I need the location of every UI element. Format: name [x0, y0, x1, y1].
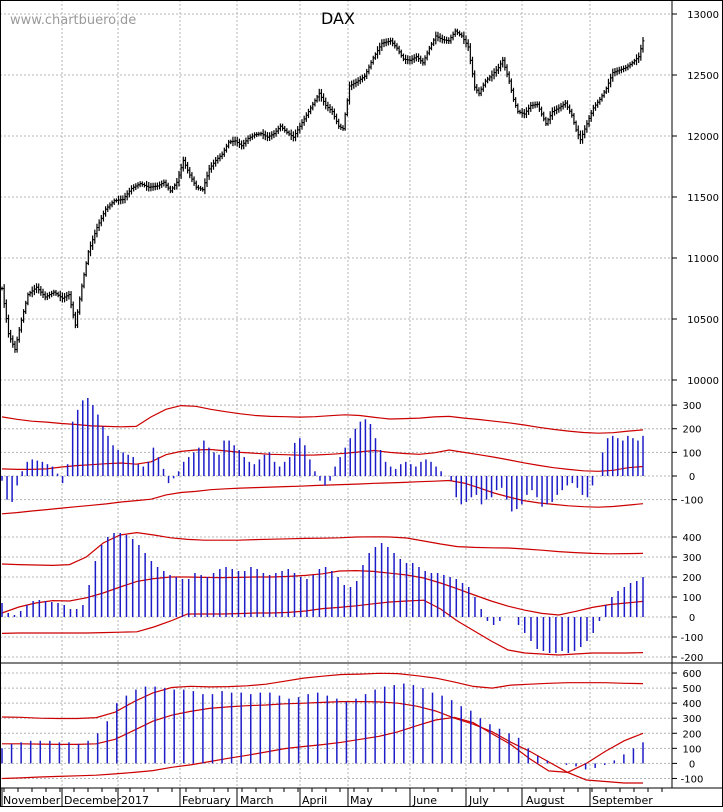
price-tick-label: 11000	[687, 254, 719, 265]
osc-tick-label: 300	[682, 553, 701, 564]
osc-tick-label: 0	[689, 613, 695, 624]
osc-tick-label: 300	[682, 714, 701, 725]
lower-band-line	[1, 599, 644, 656]
lower-band-line	[1, 479, 644, 515]
middle-band-line	[1, 569, 644, 616]
price-layer	[0, 28, 645, 353]
month-label: 2017	[121, 794, 149, 807]
month-label: February	[182, 794, 231, 807]
month-label: April	[302, 794, 327, 807]
osc-tick-label: 200	[682, 573, 701, 584]
histogram-layer	[1, 398, 644, 770]
chart-title: DAX	[321, 9, 355, 28]
osc-tick-label: -100	[681, 633, 704, 644]
lower-band-line	[1, 716, 643, 784]
osc-tick-label: 200	[682, 425, 701, 436]
osc-tick-label: 400	[682, 533, 701, 544]
osc-tick-label: -100	[681, 496, 704, 507]
label-layer: 1300012500120001150011000105001000030020…	[3, 10, 719, 807]
osc-tick-label: 400	[682, 699, 701, 710]
month-label: July	[468, 794, 489, 807]
month-label: May	[350, 794, 373, 807]
month-label: March	[240, 794, 274, 807]
month-label: August	[526, 794, 565, 807]
watermark: www.chartbuero.de	[10, 13, 136, 28]
osc-tick-label: 600	[682, 669, 701, 680]
upper-band-line	[1, 404, 644, 434]
upper-band-line	[1, 672, 644, 720]
price-tick-label: 13000	[687, 10, 719, 21]
upper-band-line	[1, 531, 644, 567]
month-label: June	[412, 794, 437, 807]
osc-tick-label: 100	[682, 744, 701, 755]
month-label: December	[64, 794, 122, 807]
price-tick-label: 11500	[687, 193, 719, 204]
osc-tick-label: 100	[682, 448, 701, 459]
osc-tick-label: 500	[682, 684, 701, 695]
bands-layer	[1, 404, 644, 784]
month-label: November	[3, 794, 61, 807]
osc-tick-label: 100	[682, 593, 701, 604]
osc-tick-label: 0	[689, 759, 695, 770]
middle-band-line	[2, 701, 644, 774]
grid-layer	[0, 0, 670, 788]
osc-tick-label: 0	[689, 472, 695, 483]
price-tick-label: 12000	[687, 132, 719, 143]
osc-tick-label: -100	[681, 774, 704, 785]
price-tick-label: 10500	[687, 315, 719, 326]
month-label: September	[592, 794, 653, 807]
price-tick-label: 12500	[687, 71, 719, 82]
middle-band-line	[1, 448, 644, 472]
osc-tick-label: 300	[682, 401, 701, 412]
osc-tick-label: 200	[682, 729, 701, 740]
price-tick-label: 10000	[687, 376, 719, 387]
osc-tick-label: -200	[681, 653, 704, 664]
